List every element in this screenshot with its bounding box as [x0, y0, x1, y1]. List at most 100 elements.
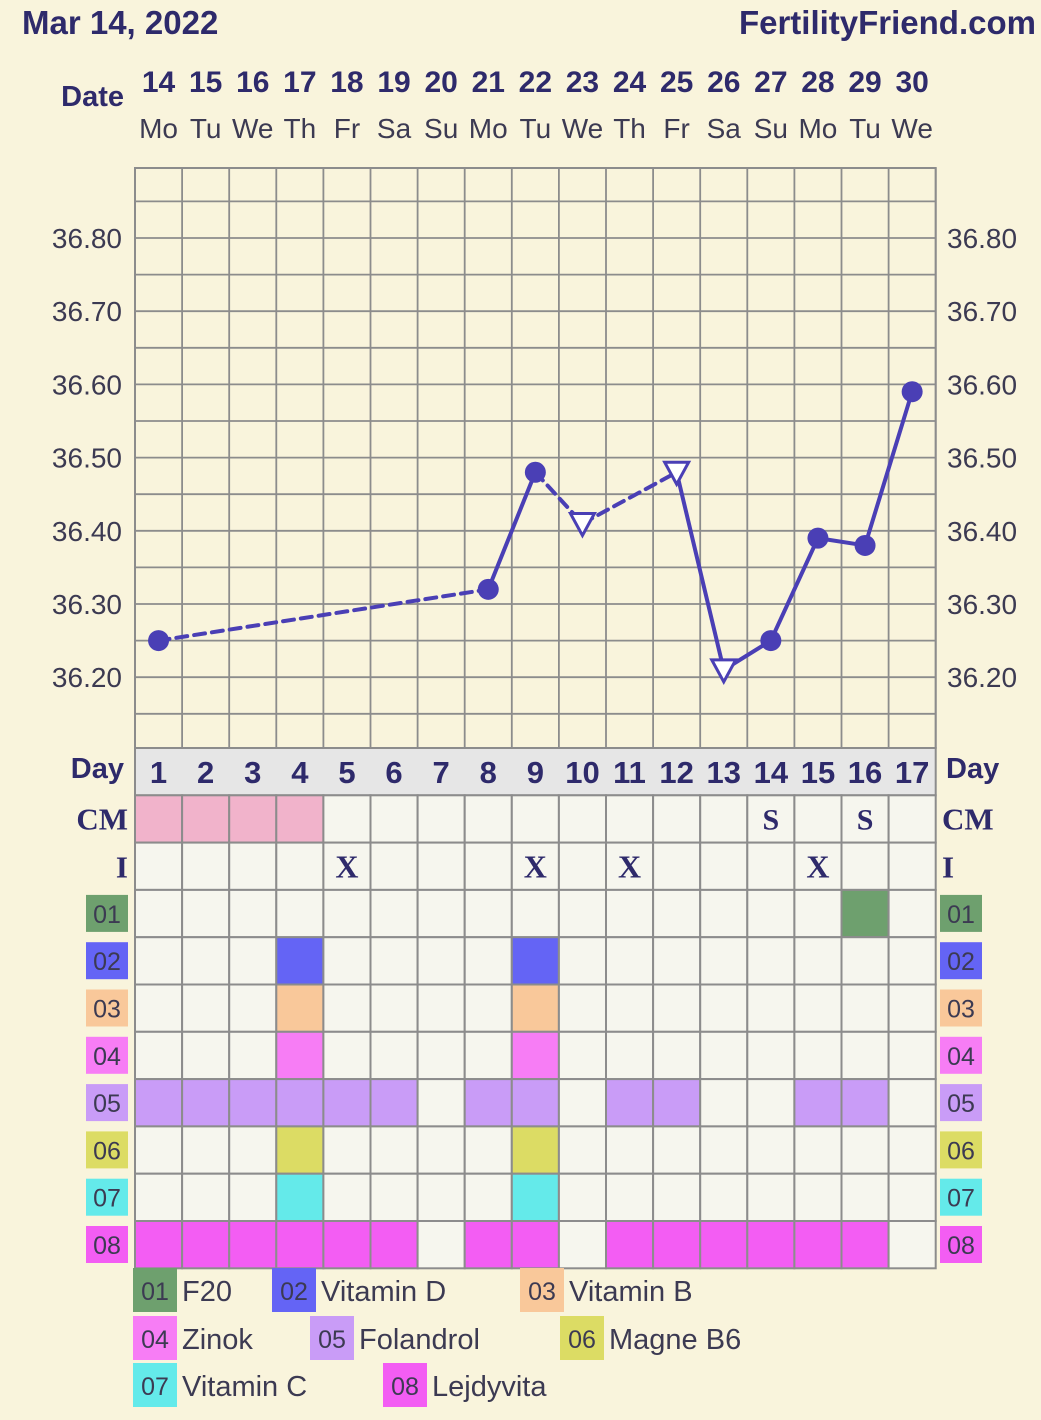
- legend-swatch: [133, 1316, 177, 1360]
- supplement-badge-left: [86, 942, 128, 980]
- supplement-badge-right: [940, 1036, 982, 1074]
- supplement-08-cell: [605, 1220, 655, 1270]
- supplement-02-cell: [793, 936, 843, 986]
- y-tick-label-right: 36.50: [947, 443, 1017, 474]
- supplement-02-cell: [322, 936, 372, 986]
- temperature-point: [760, 630, 782, 652]
- supplement-02-cell: [181, 936, 231, 986]
- supplement-03-cell: [793, 983, 843, 1033]
- y-tick-label-left: 36.60: [52, 369, 122, 400]
- intercourse-cell: [463, 841, 513, 891]
- supplement-code-left: 01: [93, 901, 121, 929]
- date-label: 30: [895, 66, 928, 99]
- supplement-01-cell: [322, 888, 372, 939]
- supplement-03-cell: [840, 983, 890, 1033]
- legend-swatch: [383, 1363, 427, 1407]
- weekday-label: Tu: [190, 113, 222, 144]
- supplement-04-cell: [887, 1030, 937, 1081]
- supplement-05-cell: [793, 1078, 843, 1128]
- supplement-02-cell: [228, 936, 278, 986]
- supplement-06-cell: [181, 1125, 231, 1175]
- cm-cell: [134, 794, 184, 844]
- day-number: 2: [197, 755, 214, 790]
- day-number: 1: [150, 755, 167, 790]
- y-tick-label-right: 36.60: [947, 369, 1017, 400]
- temperature-segment: [156, 587, 491, 643]
- cm-mark: S: [763, 803, 780, 836]
- supplement-07-cell: [793, 1172, 843, 1222]
- supplement-05-cell: [746, 1078, 796, 1128]
- day-number: 14: [754, 755, 789, 790]
- legend-code: 01: [141, 1278, 169, 1306]
- supplement-badge-right: [940, 1178, 982, 1216]
- supplement-01-cell: [510, 888, 560, 939]
- intercourse-mark: X: [806, 849, 829, 885]
- date-label: 22: [519, 66, 552, 99]
- date-label: 20: [424, 66, 457, 99]
- y-tick-label-left: 36.20: [52, 662, 122, 693]
- intercourse-cell: [275, 841, 325, 891]
- temperature-point-open: [567, 511, 597, 539]
- supplement-02-cell: [652, 936, 702, 986]
- legend-swatch: [520, 1268, 564, 1312]
- supplement-03-cell: [699, 983, 749, 1033]
- cm-cell: [652, 794, 702, 844]
- legend-code: 05: [318, 1326, 346, 1354]
- supplement-02-cell: [510, 936, 560, 986]
- supplement-07-cell: [416, 1172, 466, 1222]
- day-number: 3: [244, 755, 261, 790]
- supplement-01-cell: [369, 888, 419, 939]
- supplement-badge-right: [940, 1084, 982, 1122]
- weekday-label: Mo: [139, 113, 178, 144]
- supplement-01-cell: [840, 888, 890, 939]
- intercourse-cell: [228, 841, 278, 891]
- supplement-05-cell: [134, 1078, 184, 1128]
- date-label: 27: [754, 66, 787, 99]
- supplement-07-cell: [510, 1172, 560, 1222]
- intercourse-cell: [652, 841, 702, 891]
- day-number: 8: [480, 755, 497, 790]
- y-tick-label-left: 36.80: [52, 223, 122, 254]
- supplement-02-cell: [605, 936, 655, 986]
- supplement-code-right: 04: [947, 1043, 975, 1071]
- date-label: 28: [801, 66, 834, 99]
- y-tick-label-right: 36.70: [947, 296, 1017, 327]
- supplement-06-cell: [699, 1125, 749, 1175]
- supplement-02-cell: [746, 936, 796, 986]
- weekday-label: Tu: [520, 113, 552, 144]
- supplement-08-cell: [228, 1220, 278, 1270]
- supplement-01-cell: [793, 888, 843, 939]
- weekday-label: Mo: [798, 113, 837, 144]
- intercourse-cell: [699, 841, 749, 891]
- day-row-label-right: Day: [946, 753, 999, 785]
- legend-code: 06: [568, 1326, 596, 1354]
- weekday-label: Fr: [334, 113, 360, 144]
- intercourse-cell: [746, 841, 796, 891]
- intercourse-cell: [134, 841, 184, 891]
- supplement-03-cell: [416, 983, 466, 1033]
- supplement-05-cell: [416, 1078, 466, 1128]
- weekday-label: Tu: [849, 113, 881, 144]
- legend-swatch: [272, 1268, 316, 1312]
- supplement-05-cell: [699, 1078, 749, 1128]
- supplement-07-cell: [275, 1172, 325, 1222]
- legend-code: 07: [141, 1373, 169, 1401]
- supplement-04-cell: [228, 1030, 278, 1081]
- legend-name: Vitamin C: [182, 1371, 307, 1403]
- supplement-code-right: 03: [947, 996, 975, 1024]
- supplement-code-left: 08: [93, 1232, 121, 1260]
- y-tick-label-right: 36.30: [947, 589, 1017, 620]
- supplement-01-cell: [605, 888, 655, 939]
- date-label: 23: [566, 66, 599, 99]
- supplement-04-cell: [322, 1030, 372, 1081]
- cm-cell: [369, 794, 419, 844]
- day-number: 5: [338, 755, 355, 790]
- supplement-06-cell: [887, 1125, 937, 1175]
- supplement-04-cell: [416, 1030, 466, 1081]
- supplement-03-cell: [746, 983, 796, 1033]
- intercourse-cell: [887, 841, 937, 891]
- intercourse-mark: X: [524, 849, 547, 885]
- supplement-04-cell: [369, 1030, 419, 1081]
- supplement-05-cell: [510, 1078, 560, 1128]
- day-number: 7: [433, 755, 450, 790]
